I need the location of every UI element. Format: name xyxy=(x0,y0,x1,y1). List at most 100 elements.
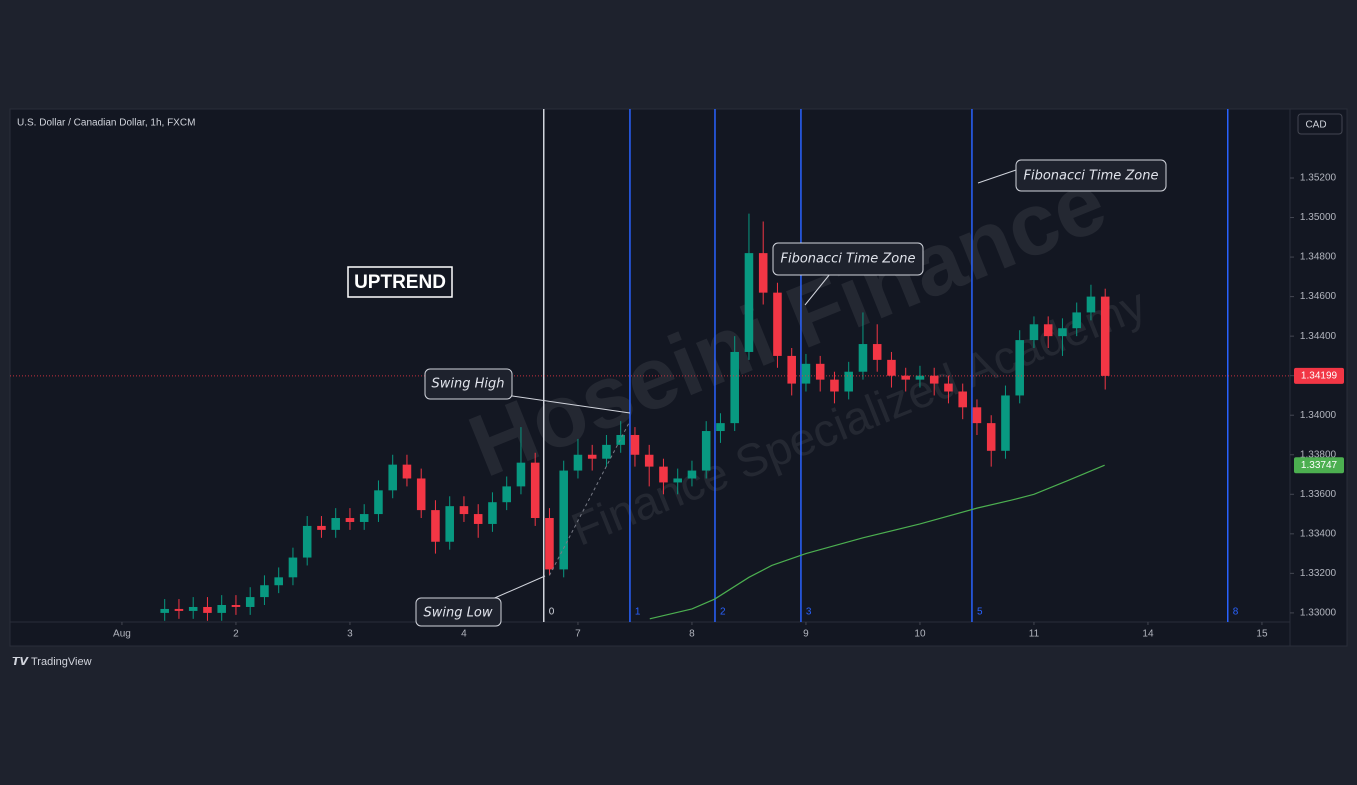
fib-label-b: Fibonacci Time Zone xyxy=(1024,169,1159,184)
candle-body xyxy=(787,355,796,384)
moving-average xyxy=(649,464,1105,620)
candle-body xyxy=(459,506,469,515)
candle-body xyxy=(887,359,896,376)
candle-body xyxy=(602,444,611,459)
candle-body xyxy=(1001,395,1010,451)
candle-body xyxy=(944,383,953,392)
callout-pointer xyxy=(977,169,1017,184)
candle-body xyxy=(231,604,241,607)
candle-body xyxy=(302,525,312,558)
y-tick-label: 1.34000 xyxy=(1300,410,1337,421)
y-tick-label: 1.33800 xyxy=(1300,449,1337,460)
candle-body xyxy=(274,577,283,586)
candle-body xyxy=(1086,296,1096,313)
candle-body xyxy=(160,608,169,613)
x-tick-label: 3 xyxy=(347,629,353,640)
fib-zone-label: 8 xyxy=(1233,607,1239,618)
candle-body xyxy=(545,518,554,570)
y-tick-label: 1.35200 xyxy=(1300,173,1337,184)
candle-body xyxy=(915,375,925,380)
candle-body xyxy=(687,470,697,479)
y-tick-label: 1.34400 xyxy=(1300,331,1337,342)
candle-body xyxy=(345,518,355,522)
currency-label: CAD xyxy=(1305,120,1326,131)
x-tick-label: 2 xyxy=(233,629,239,640)
candle-body xyxy=(388,464,397,491)
candle-body xyxy=(716,423,725,432)
candle-body xyxy=(217,604,226,613)
candle-body xyxy=(516,462,526,487)
candle-body xyxy=(758,253,768,293)
ma-price-badge xyxy=(1294,457,1344,474)
callout-box xyxy=(772,242,924,276)
candle-body xyxy=(445,506,454,542)
fib-zone-label: 0 xyxy=(549,607,555,618)
candle-body xyxy=(374,490,383,515)
candle-body xyxy=(530,462,540,519)
x-tick-label: 9 xyxy=(803,629,809,640)
candle-body xyxy=(473,514,483,524)
swing-connector xyxy=(549,420,631,576)
candle-body xyxy=(730,351,739,424)
fib-zone-label: 2 xyxy=(720,607,726,618)
candle-body xyxy=(773,292,782,356)
x-tick-label: 8 xyxy=(689,629,695,640)
last-price-label: 1.34199 xyxy=(1301,371,1338,382)
candle-body xyxy=(402,464,412,479)
candle-body xyxy=(188,606,198,611)
candle-body xyxy=(801,363,811,384)
currency-badge[interactable] xyxy=(1297,113,1343,135)
trend-label: UPTREND xyxy=(354,272,446,293)
candle-body xyxy=(630,434,640,455)
candle-body xyxy=(858,344,868,372)
candle-body xyxy=(815,363,825,380)
last-price-badge xyxy=(1294,367,1344,384)
candle-body xyxy=(1072,312,1081,329)
chart-panel xyxy=(9,108,1348,647)
fib-zone-label: 3 xyxy=(806,607,812,618)
candle-body xyxy=(416,478,426,511)
candle-body xyxy=(1043,324,1053,337)
callout-box xyxy=(415,597,502,627)
candle-body xyxy=(1015,340,1024,396)
candle-body xyxy=(203,606,212,613)
y-tick-label: 1.34600 xyxy=(1300,291,1337,302)
swing-low-label: Swing Low xyxy=(424,606,493,621)
candle-body xyxy=(1100,296,1110,376)
x-tick-label: 4 xyxy=(461,629,467,640)
candle-body xyxy=(616,434,625,445)
candle-body xyxy=(659,466,668,483)
plot: 1.33000 1.33200 1.33400 1.33600 1.33800 1.340… xyxy=(10,109,1344,640)
candle-body xyxy=(901,375,910,380)
fib-zone-label: 5 xyxy=(977,607,983,618)
swing-high-label: Swing High xyxy=(432,377,505,392)
candle-body xyxy=(559,470,568,570)
candle-body xyxy=(245,597,255,607)
candle-body xyxy=(744,253,754,352)
trend-box xyxy=(347,266,453,298)
x-tick-label: 15 xyxy=(1256,629,1268,640)
callout-pointer xyxy=(504,394,631,414)
x-tick-label: 10 xyxy=(914,629,926,640)
candle-body xyxy=(644,454,654,467)
candle-body xyxy=(288,557,298,578)
footer-logo: 𝙏𝙑 xyxy=(12,656,30,668)
candle-body xyxy=(573,454,583,471)
y-tick-label: 1.34800 xyxy=(1300,252,1337,263)
fib-label-a: Fibonacci Time Zone xyxy=(781,252,916,267)
candle-body xyxy=(872,344,882,360)
candle-body xyxy=(673,478,682,483)
y-tick-label: 1.33400 xyxy=(1300,528,1337,539)
candle-body xyxy=(844,371,853,392)
candle-body xyxy=(830,379,839,392)
callout-box xyxy=(424,368,513,400)
candle-body xyxy=(331,518,340,530)
x-tick-label: Aug xyxy=(113,629,131,640)
candle-body xyxy=(587,454,597,459)
footer-brand: TradingView xyxy=(31,656,92,668)
candle-body xyxy=(260,585,269,598)
ma-price-label: 1.33747 xyxy=(1301,460,1338,471)
candle-body xyxy=(972,407,982,424)
candle-body xyxy=(1029,324,1039,341)
candle-body xyxy=(701,431,711,471)
